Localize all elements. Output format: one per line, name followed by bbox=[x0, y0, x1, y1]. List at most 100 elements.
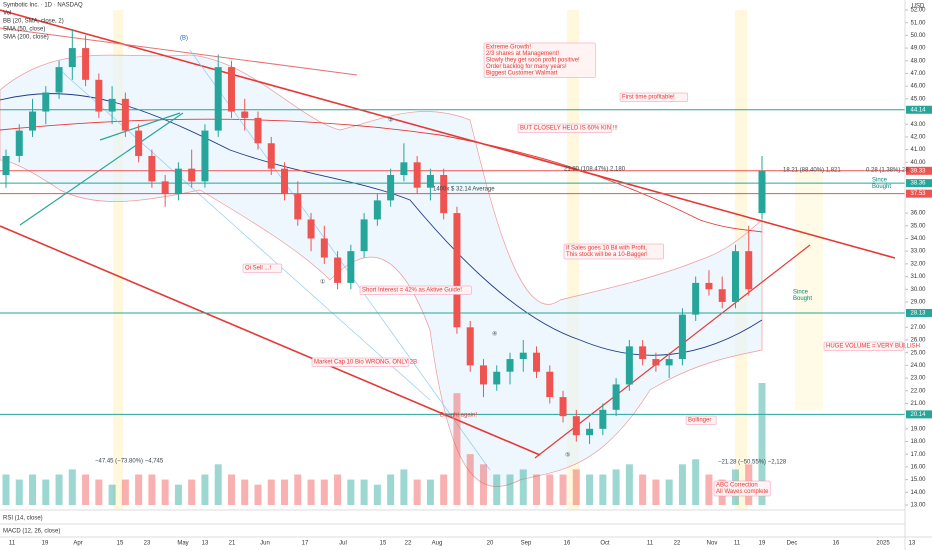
sma-50 bbox=[0, 93, 763, 356]
level-label: 39.33 bbox=[910, 168, 926, 174]
volume-bar bbox=[68, 469, 76, 505]
level-tag bbox=[906, 308, 932, 317]
candle-body bbox=[493, 371, 501, 385]
y-tick-label: 16.00 bbox=[910, 465, 926, 471]
candle-body bbox=[267, 143, 275, 169]
annotation: Bollinger bbox=[688, 418, 711, 424]
candle-body bbox=[652, 359, 660, 366]
annotation: −47.45 (−73.80%) −4,745 bbox=[95, 459, 164, 465]
level-tag bbox=[906, 179, 932, 188]
annotation: 21.80 (108.47%) 2,180 bbox=[564, 167, 626, 173]
annotation-box bbox=[311, 357, 410, 367]
volume-bar bbox=[2, 474, 10, 505]
candle-body bbox=[599, 409, 607, 429]
candle-body bbox=[254, 117, 262, 144]
volume-bar bbox=[678, 464, 686, 505]
annotation-box bbox=[823, 341, 904, 351]
volume-bar bbox=[82, 474, 90, 505]
candle-body bbox=[373, 200, 381, 220]
annotation-box bbox=[619, 92, 689, 102]
candle-body bbox=[174, 168, 182, 195]
volume-bar bbox=[559, 474, 567, 505]
annotation: 2/3 shares at Management! bbox=[486, 51, 559, 57]
candle-body bbox=[665, 359, 673, 366]
candle-body bbox=[705, 282, 713, 290]
x-tick-label: 20 bbox=[487, 541, 494, 547]
candle-body bbox=[426, 175, 434, 188]
x-tick-label: Apr bbox=[73, 541, 82, 547]
annotation: First time profitable! bbox=[622, 95, 675, 101]
candle-body bbox=[241, 111, 249, 118]
annotation: (B) bbox=[180, 36, 188, 42]
y-tick-label: 19.00 bbox=[910, 426, 926, 432]
candle-body bbox=[294, 194, 302, 220]
currency-label: USD bbox=[912, 4, 925, 10]
volume-bar bbox=[254, 484, 262, 505]
annotation: ABC Correction bbox=[716, 483, 758, 489]
volume-bar bbox=[466, 454, 474, 505]
annotation: Bought again! bbox=[440, 413, 477, 419]
y-tick-label: 49.00 bbox=[910, 46, 926, 52]
x-tick-label: 22 bbox=[405, 541, 412, 547]
x-tick-label: 19 bbox=[42, 541, 49, 547]
x-tick-label: 17 bbox=[302, 541, 309, 547]
volume-bar bbox=[586, 474, 594, 505]
annotation: Since bbox=[793, 290, 809, 296]
x-tick-label: 16 bbox=[564, 541, 571, 547]
level-label: 44.14 bbox=[910, 107, 926, 113]
volume-bar bbox=[572, 469, 580, 505]
y-tick-label: 25.00 bbox=[910, 350, 926, 356]
volume-bar bbox=[546, 474, 554, 505]
candle-body bbox=[320, 238, 328, 258]
candle-body bbox=[758, 170, 766, 214]
y-tick-label: 45.00 bbox=[910, 96, 926, 102]
volume-bar bbox=[519, 469, 527, 505]
annotation: ④ bbox=[492, 331, 497, 338]
y-tick-label: 14.00 bbox=[910, 490, 926, 496]
candle-body bbox=[413, 162, 421, 188]
trendline bbox=[534, 244, 811, 459]
candle-body bbox=[639, 346, 647, 360]
annotation: Short Interest = 42% as Aktive Guide! bbox=[362, 288, 462, 294]
candle-body bbox=[572, 416, 580, 436]
annotation: Extreme Growth! bbox=[486, 45, 531, 51]
candle-body bbox=[387, 175, 395, 201]
level-label: 38.36 bbox=[910, 181, 926, 187]
candle-body bbox=[360, 219, 368, 252]
candle-body bbox=[108, 98, 116, 112]
y-tick-label: 50.00 bbox=[910, 33, 926, 39]
y-tick-label: 34.00 bbox=[910, 236, 926, 242]
candle-body bbox=[453, 213, 461, 328]
volume-bar bbox=[652, 479, 660, 505]
y-tick-label: 22.00 bbox=[910, 388, 926, 394]
annotation: Market Cap 10 Bio WRONG, ONLY 2B bbox=[314, 360, 417, 366]
annotation: All Waves complete bbox=[716, 489, 769, 495]
x-tick-label: Nov bbox=[707, 541, 718, 547]
annotation-box bbox=[483, 42, 596, 78]
arrow bbox=[19, 112, 184, 226]
candle-body bbox=[121, 98, 129, 131]
volume-bar bbox=[320, 479, 328, 505]
annotation: −21.28 (−50.55%) −2,128 bbox=[718, 460, 787, 466]
annotation-box bbox=[685, 415, 717, 425]
annotation: HUGE VOLUME = VERY BULLISH bbox=[826, 344, 920, 350]
x-tick-label: 11 bbox=[647, 541, 654, 547]
candle-body bbox=[400, 162, 408, 175]
candle-body bbox=[519, 352, 527, 360]
x-tick-label: 13 bbox=[202, 541, 209, 547]
trendline bbox=[59, 69, 431, 401]
x-tick-label: 23 bbox=[144, 541, 151, 547]
candle-body bbox=[334, 257, 342, 283]
volume-bar bbox=[161, 479, 169, 505]
x-tick-label: 19 bbox=[759, 541, 766, 547]
volume-bar bbox=[42, 479, 50, 505]
volume-bar bbox=[400, 469, 408, 505]
y-tick-label: 46.00 bbox=[910, 84, 926, 90]
candle-body bbox=[479, 365, 487, 385]
candle-body bbox=[586, 428, 594, 436]
volume-bar bbox=[612, 469, 620, 505]
candle-body bbox=[201, 130, 209, 182]
volume-bar bbox=[426, 479, 434, 505]
candle-body bbox=[546, 371, 554, 398]
annotation: 0.28 (1.38%) 28 bbox=[866, 168, 909, 174]
